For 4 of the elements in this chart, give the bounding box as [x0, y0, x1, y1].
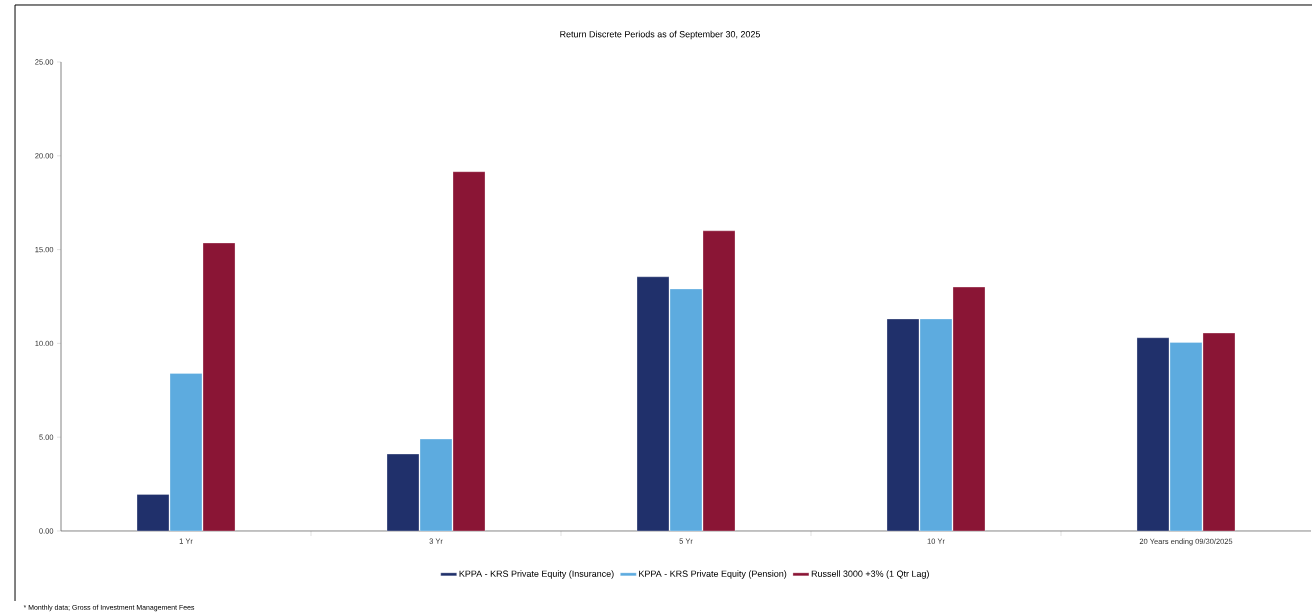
- legend-label: KPPA - KRS Private Equity (Insurance): [459, 570, 614, 579]
- legend-label: Russell 3000 +3% (1 Qtr Lag): [811, 570, 929, 579]
- chart-title: Return Discrete Periods as of September 30, 2025: [560, 30, 761, 40]
- legend-label: KPPA - KRS Private Equity (Pension): [639, 570, 787, 579]
